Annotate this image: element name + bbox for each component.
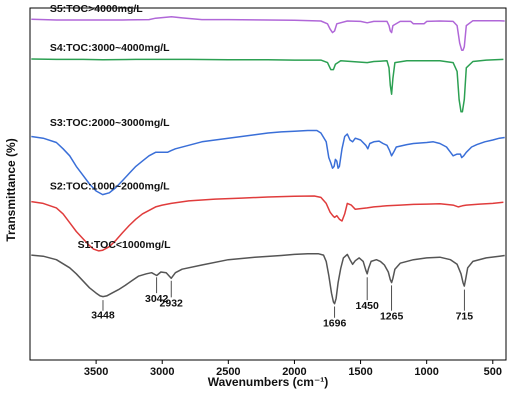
series-label: S5:TOC>4000mg/L xyxy=(50,3,143,15)
series-label: S1:TOC<1000mg/L xyxy=(78,239,171,251)
plot-frame xyxy=(29,7,507,361)
series-label: S3:TOC:2000~3000mg/L xyxy=(50,117,170,129)
peak-label: 2932 xyxy=(160,297,184,309)
x-tick-label: 1000 xyxy=(414,366,438,378)
x-axis-title: Wavenumbers (cm⁻¹) xyxy=(208,375,329,389)
peak-label: 1265 xyxy=(380,311,404,323)
y-axis-title: Transmittance (%) xyxy=(4,138,18,241)
x-axis-ticks: 3500 3000 2500 2000 1500 1000 500 xyxy=(84,360,502,378)
x-tick-label: 1500 xyxy=(348,366,372,378)
peak-label: 3042 xyxy=(145,293,169,305)
series-labels: S5:TOC>4000mg/L S4:TOC:3000~4000mg/L S3:TO… xyxy=(50,3,171,251)
x-tick-label: 500 xyxy=(484,366,502,378)
series-line xyxy=(31,195,504,252)
series-label: S2:TOC:1000~2000mg/L xyxy=(50,181,170,193)
peak-label: 3448 xyxy=(91,309,115,321)
spectra-layer xyxy=(31,16,505,305)
peak-label: 1696 xyxy=(323,318,347,330)
peak-label: 715 xyxy=(456,311,474,323)
series-line xyxy=(31,58,504,113)
peak-label: 1450 xyxy=(355,300,379,312)
series-line xyxy=(31,16,505,51)
x-tick-label: 2500 xyxy=(216,366,240,378)
x-tick-label: 2000 xyxy=(282,366,306,378)
x-tick-label: 3000 xyxy=(150,366,174,378)
series-line xyxy=(31,129,505,196)
x-tick-label: 3500 xyxy=(84,366,108,378)
series-label: S4:TOC:3000~4000mg/L xyxy=(50,42,170,54)
series-line xyxy=(31,252,505,305)
